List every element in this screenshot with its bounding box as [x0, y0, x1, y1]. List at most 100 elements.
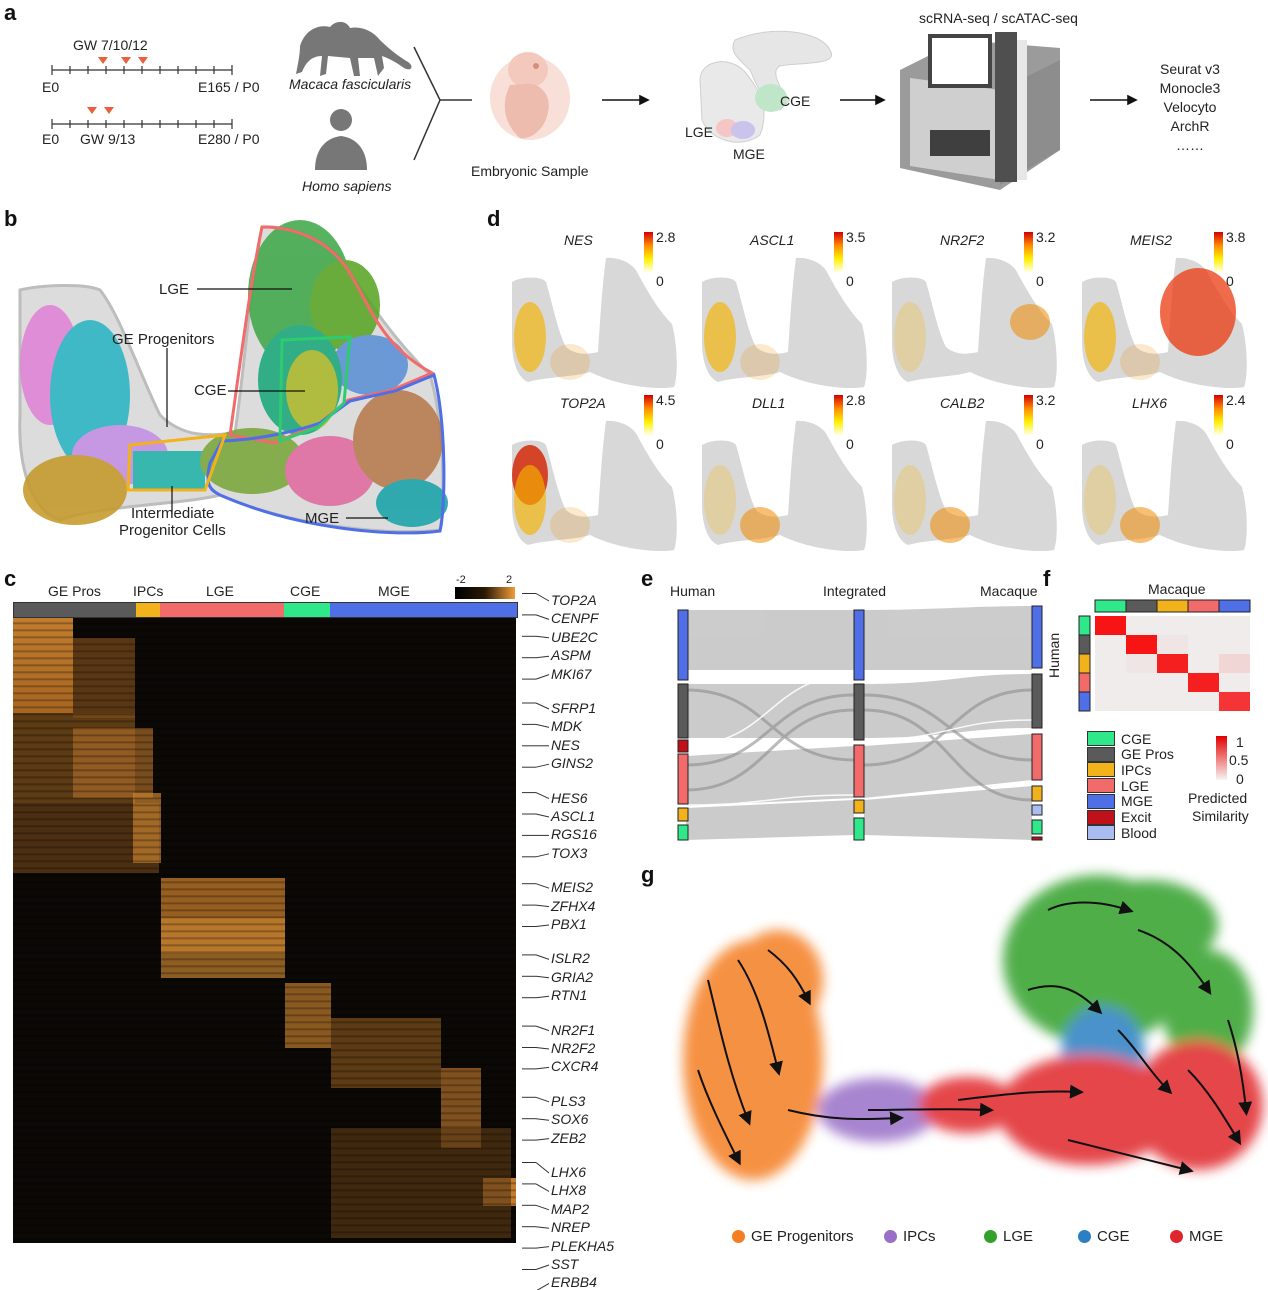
macaque-species-label: Macaca fascicularis: [289, 76, 412, 92]
legend-swatch: [1087, 809, 1115, 825]
matrix-cell: [1126, 692, 1157, 711]
feature-scale-min: 0: [1036, 436, 1044, 452]
feature-gene-name: CALB2: [940, 395, 985, 411]
feature-color-scale: [1214, 232, 1223, 272]
panel-letter-a: a: [4, 0, 17, 25]
legend-label: CGE: [1097, 1228, 1130, 1245]
gene-label: RTN1: [551, 987, 588, 1004]
human-start-label: E0: [42, 131, 60, 147]
gene-label: ZFHX4: [551, 897, 596, 914]
matrix-col-color: [1125, 599, 1158, 613]
cge-region-label: CGE: [780, 93, 811, 109]
gene-leader-line: [535, 1162, 550, 1174]
feature-plot-lhx6: LHX6 2.4 0: [1080, 385, 1260, 552]
matrix-cell: [1219, 635, 1250, 654]
gene-leader-line: [536, 1282, 550, 1290]
brain-illustration: [699, 30, 833, 143]
matrix-cell: [1095, 673, 1126, 692]
tool-item: Seurat v3: [1160, 61, 1220, 77]
matrix-cell: [1219, 692, 1250, 711]
group-bar-ge-pros: [14, 603, 136, 617]
umap-region-plot: [18, 220, 448, 535]
matrix-cell: [1188, 673, 1219, 692]
group-label-ipcs: IPCs: [133, 583, 164, 599]
matrix-row-color: [1078, 634, 1091, 655]
feature-color-scale: [1024, 232, 1033, 272]
cge-cluster-label: CGE: [194, 382, 227, 399]
feature-umap: [892, 257, 1057, 389]
gene-leader-line: [535, 1204, 550, 1211]
embryo-illustration: [490, 52, 570, 140]
gene-label: SFRP1: [551, 700, 597, 716]
feature-scale-max: 3.2: [1036, 392, 1056, 408]
matrix-col-color: [1156, 599, 1189, 613]
legend-label: MGE: [1189, 1228, 1224, 1245]
feature-plot-nr2f2: NR2F2 3.2 0: [890, 222, 1070, 389]
gene-leader-line: [535, 1047, 550, 1050]
group-bar-ipcs: [136, 603, 160, 617]
feature-umap: [1082, 257, 1247, 389]
feature-color-scale: [644, 395, 653, 435]
cell-type-legend-item: Excit: [1087, 809, 1151, 825]
gene-label: ISLR2: [551, 950, 590, 967]
human-silhouette: [315, 136, 367, 170]
feature-color-scale: [644, 232, 653, 272]
matrix-cell: [1157, 673, 1188, 692]
gene-label: PLS3: [551, 1092, 586, 1109]
gene-leader-line: [535, 763, 550, 768]
legend-swatch: [1087, 731, 1115, 746]
gene-label: SOX6: [551, 1111, 589, 1128]
macaque-silhouette: [296, 21, 412, 77]
matrix-cell: [1157, 692, 1188, 711]
alluvial-integrated-label: Integrated: [823, 583, 887, 599]
gene-leader-line: [535, 975, 550, 979]
gene-label: MAP2: [551, 1200, 590, 1217]
tool-item: Monocle3: [1159, 80, 1221, 96]
gene-label: MDK: [551, 718, 583, 735]
cell-type-legend-item: Blood: [1087, 825, 1157, 841]
gene-label: LHX6: [551, 1164, 587, 1180]
lge-cluster-label: LGE: [159, 281, 190, 298]
gene-label: NR2F1: [551, 1021, 596, 1038]
macaque-end-label: E165 / P0: [198, 79, 260, 95]
ipc-label-line1: Intermediate: [131, 505, 215, 522]
legend-swatch: [1087, 793, 1115, 809]
matrix-cell: [1188, 654, 1219, 673]
feature-scale-min: 0: [846, 273, 854, 289]
feature-umap: [892, 420, 1057, 552]
velocity-legend-item: CGE: [1078, 1228, 1130, 1245]
feature-plot-dll1: DLL1 2.8 0: [700, 385, 880, 552]
legend-dot: [984, 1230, 997, 1243]
ge-progenitors-label: GE Progenitors: [112, 331, 215, 348]
gene-label: LHX8: [551, 1182, 587, 1199]
group-bar-cge: [284, 603, 330, 617]
sequencing-label: scRNA-seq / scATAC-seq: [919, 10, 1078, 26]
gene-leader-line: [535, 1066, 550, 1070]
panel-letter-g: g: [641, 862, 655, 887]
gene-label: GINS2: [551, 755, 594, 772]
feature-plot-top2a: TOP2A 4.5 0: [510, 385, 690, 552]
legend-label: LGE: [1003, 1228, 1034, 1245]
matrix-cell: [1157, 654, 1188, 673]
human-end-label: E280 / P0: [198, 131, 260, 147]
legend-label: LGE: [1121, 777, 1150, 794]
legend-dot: [1078, 1230, 1091, 1243]
feature-scale-min: 0: [1226, 436, 1234, 452]
feature-plot-nes: NES 2.8 0: [510, 222, 690, 389]
gene-label: NR2F2: [551, 1040, 596, 1056]
gene-leader-line: [535, 702, 550, 710]
feature-gene-name: DLL1: [752, 395, 786, 411]
human-gw-label: GW 9/13: [80, 131, 136, 147]
gene-label: SST: [551, 1256, 579, 1272]
tools-list: Seurat v3 Monocle3 Velocyto ArchR ……: [1140, 60, 1240, 155]
gene-label: CENPF: [551, 610, 599, 627]
similarity-side-label: Human: [1046, 632, 1062, 678]
matrix-cell: [1095, 635, 1126, 654]
gene-label: UBE2C: [551, 628, 598, 645]
gene-leader-line: [535, 924, 550, 927]
feature-color-scale: [834, 395, 843, 435]
velocity-legend-item: GE Progenitors: [732, 1228, 854, 1245]
gene-leader-line: [535, 593, 550, 602]
heatmap-group-bar: [13, 602, 518, 618]
matrix-cell: [1188, 692, 1219, 711]
